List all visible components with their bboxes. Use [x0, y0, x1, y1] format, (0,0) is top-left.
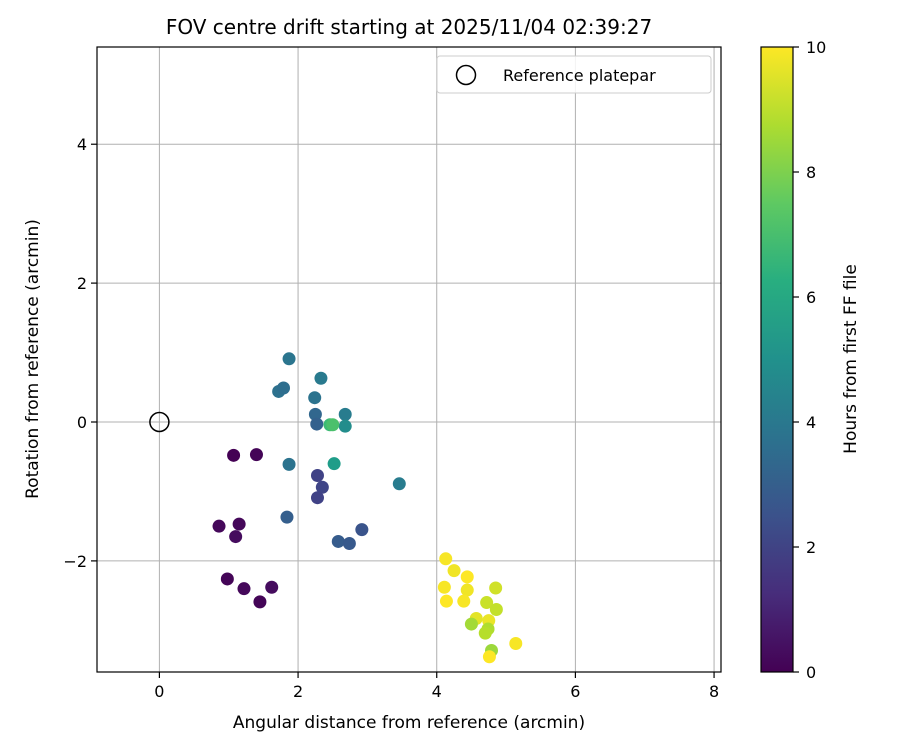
- reference-platepar-marker: [149, 411, 170, 433]
- data-point: [331, 534, 345, 548]
- data-point: [265, 580, 279, 594]
- data-point: [482, 650, 496, 664]
- data-point: [437, 580, 451, 594]
- data-point: [447, 564, 461, 578]
- x-tick-label: 2: [293, 682, 303, 701]
- data-point: [326, 418, 340, 432]
- data-point: [509, 637, 523, 651]
- y-tick-label: 2: [77, 274, 87, 293]
- x-tick-label: 6: [570, 682, 580, 701]
- data-points: [212, 352, 523, 664]
- x-tick-label: 0: [154, 682, 164, 701]
- data-point: [310, 491, 324, 505]
- colorbar-tick-label: 6: [806, 288, 816, 307]
- y-tick-label: 0: [77, 413, 87, 432]
- data-point: [253, 595, 267, 609]
- data-point: [282, 352, 296, 366]
- y-tick-label: −2: [63, 552, 87, 571]
- data-point: [478, 626, 492, 640]
- legend: Reference platepar: [436, 55, 712, 94]
- data-point: [489, 603, 503, 616]
- data-point: [232, 517, 246, 531]
- data-point: [212, 519, 226, 533]
- data-point: [460, 583, 474, 597]
- x-axis-label: Angular distance from reference (arcmin): [233, 713, 585, 733]
- data-point: [227, 448, 241, 462]
- legend-marker: [455, 64, 477, 86]
- data-point: [338, 407, 352, 421]
- data-point: [355, 523, 369, 537]
- y-tick-label: 4: [77, 135, 87, 154]
- colorbar-ticks: 0 2 4 6 8 10: [793, 38, 826, 682]
- data-point: [220, 572, 234, 586]
- data-point: [282, 457, 296, 471]
- colorbar-gradient: [760, 46, 794, 673]
- data-point: [392, 477, 406, 491]
- data-point: [439, 594, 453, 608]
- data-point: [310, 417, 324, 431]
- colorbar-label: Hours from first FF file: [841, 264, 861, 454]
- data-point: [457, 594, 471, 608]
- data-point: [439, 552, 453, 566]
- data-point: [277, 381, 291, 395]
- data-point: [237, 582, 251, 596]
- data-point: [327, 457, 341, 471]
- colorbar-tick-label: 10: [806, 38, 826, 57]
- legend-label: Reference platepar: [503, 66, 656, 85]
- x-tick-label: 4: [432, 682, 442, 701]
- data-point: [229, 530, 243, 544]
- data-point: [315, 480, 329, 494]
- data-point: [480, 596, 494, 610]
- data-point: [464, 617, 478, 631]
- data-point: [338, 419, 352, 433]
- data-point: [249, 448, 263, 462]
- colorbar-tick-label: 4: [806, 413, 816, 432]
- data-point: [460, 570, 474, 584]
- axis-ticks: 0 2 4 6 8 −2 0 2 4: [63, 135, 719, 701]
- colorbar: 0 2 4 6 8 10 Hours from first FF file: [760, 38, 861, 682]
- colorbar-tick-label: 0: [806, 663, 816, 682]
- x-tick-label: 8: [709, 682, 719, 701]
- plot-frame: [96, 46, 722, 673]
- legend-box: [436, 55, 712, 94]
- colorbar-tick-label: 8: [806, 163, 816, 182]
- data-point: [489, 581, 503, 595]
- data-point: [280, 510, 294, 524]
- chart-title: FOV centre drift starting at 2025/11/04 …: [166, 15, 652, 39]
- y-axis-label: Rotation from reference (arcmin): [23, 219, 43, 499]
- data-point: [308, 407, 322, 421]
- grid-lines: [97, 47, 721, 672]
- colorbar-tick-label: 2: [806, 538, 816, 557]
- data-point: [342, 537, 356, 551]
- data-point: [308, 391, 322, 405]
- data-point: [314, 371, 328, 385]
- data-point: [310, 468, 324, 482]
